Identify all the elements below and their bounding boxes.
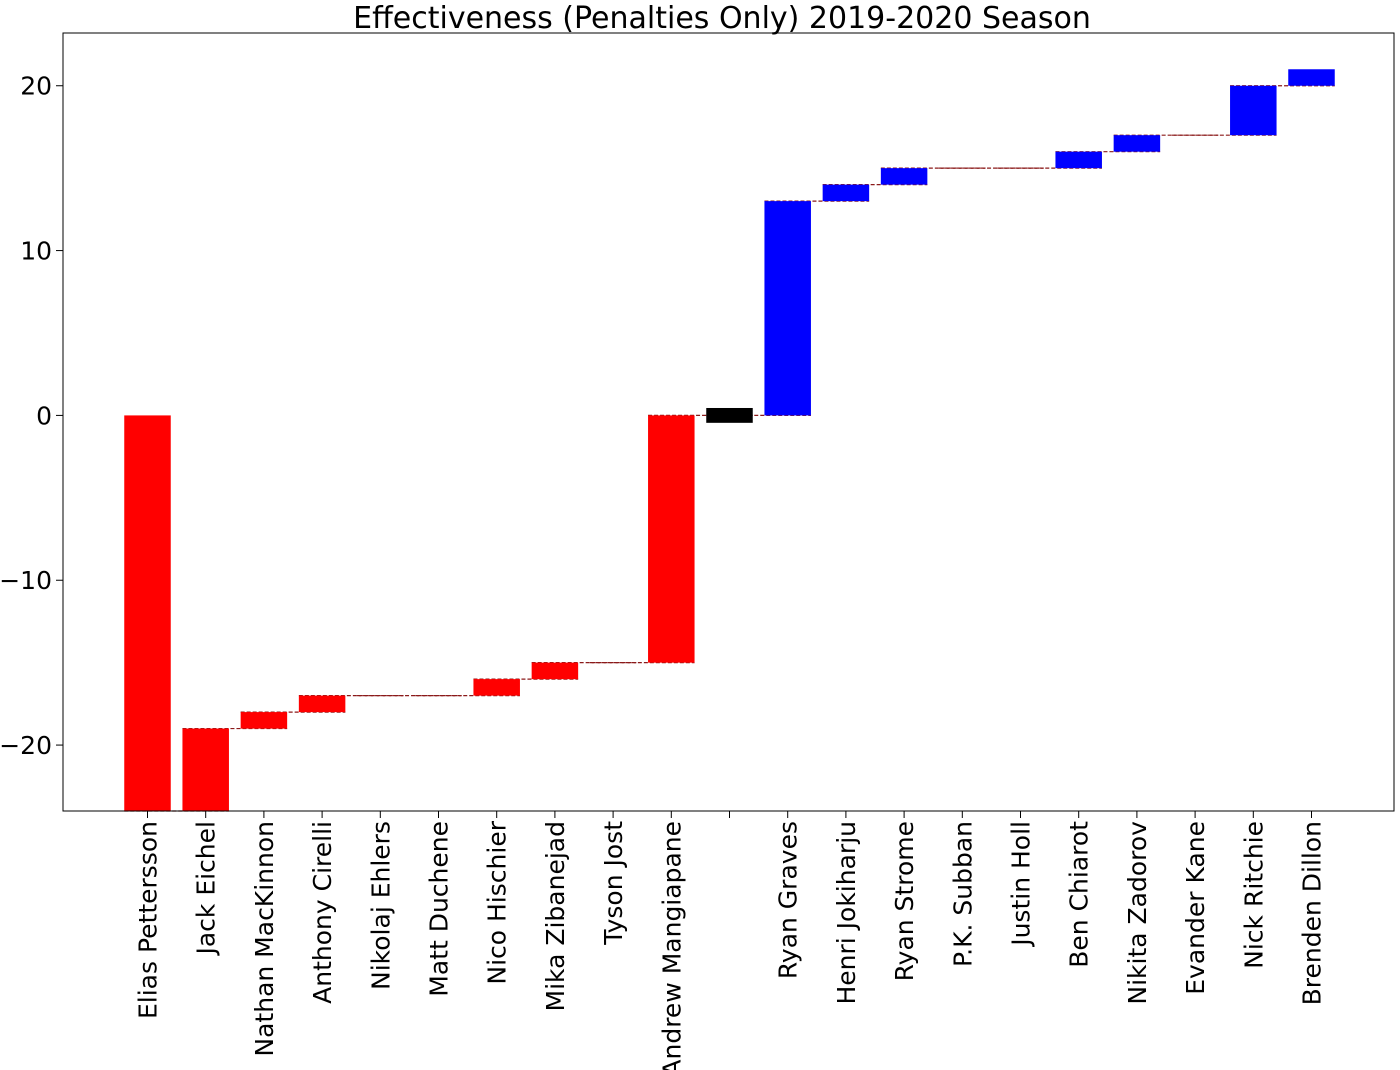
y-tick-label: 20 — [20, 72, 52, 101]
x-tick-label: Tyson Jost — [599, 821, 628, 946]
plot-frame — [62, 32, 1395, 812]
x-tick-label: Evander Kane — [1181, 821, 1210, 995]
bar-total — [706, 407, 753, 423]
x-tick-label: P.K. Subban — [948, 821, 977, 967]
bar-elias-pettersson — [124, 415, 171, 811]
x-tick-label: Elias Pettersson — [134, 821, 163, 1019]
x-tick-label: Mika Zibanejad — [541, 821, 570, 1011]
bars — [124, 69, 1335, 811]
x-tick-label: Nico Hischier — [483, 820, 512, 984]
x-tick-label: Nathan MacKinnon — [250, 821, 279, 1057]
y-tick-label: 10 — [20, 237, 52, 266]
x-tick-label: Andrew Mangiapane — [657, 821, 686, 1070]
y-axis: −20 −10 0 10 20 — [0, 72, 63, 760]
bar-brenden-dillon — [1288, 69, 1335, 86]
x-tick-label: Nick Ritchie — [1239, 821, 1268, 969]
bar-jack-eichel — [182, 728, 229, 811]
bar-anthony-cirelli — [298, 695, 346, 713]
bar-nico-hischier — [473, 679, 520, 696]
y-tick-label: −10 — [0, 566, 52, 595]
bar-nikita-zadorov — [1113, 135, 1161, 152]
x-tick-label: Henri Jokiharju — [832, 821, 861, 1005]
bar-henri-jokiharju — [822, 184, 870, 202]
bar-ben-chiarot — [1055, 151, 1102, 169]
x-tick-label: Matt Duchene — [425, 821, 454, 997]
x-tick-label: Ryan Strome — [890, 821, 919, 981]
bar-ryan-strome — [880, 168, 928, 185]
x-tick-label: Justin Holl — [1007, 821, 1036, 948]
x-tick-label: Ben Chiarot — [1065, 821, 1094, 968]
x-axis: Elias Pettersson Jack Eichel Nathan MacKin… — [134, 811, 1327, 1070]
chart-title: Effectiveness (Penalties Only) 2019-2020… — [353, 1, 1091, 36]
bar-ryan-graves — [764, 201, 811, 416]
bar-andrew-mangiapane — [648, 415, 695, 663]
y-tick-label: −20 — [0, 731, 52, 760]
x-tick-label: Anthony Cirelli — [308, 821, 337, 1004]
x-tick-label: Nikita Zadorov — [1123, 821, 1152, 1005]
x-tick-label: Brenden Dillon — [1298, 821, 1327, 1005]
x-tick-label: Jack Eichel — [192, 821, 221, 957]
bar-mika-zibanejad — [531, 662, 579, 680]
x-tick-label: Nikolaj Ehlers — [366, 821, 395, 990]
bar-nathan-mackinnon — [240, 712, 288, 729]
bar-nick-ritchie — [1230, 85, 1277, 136]
y-tick-label: 0 — [36, 401, 52, 430]
x-tick-label: Ryan Graves — [774, 821, 803, 979]
